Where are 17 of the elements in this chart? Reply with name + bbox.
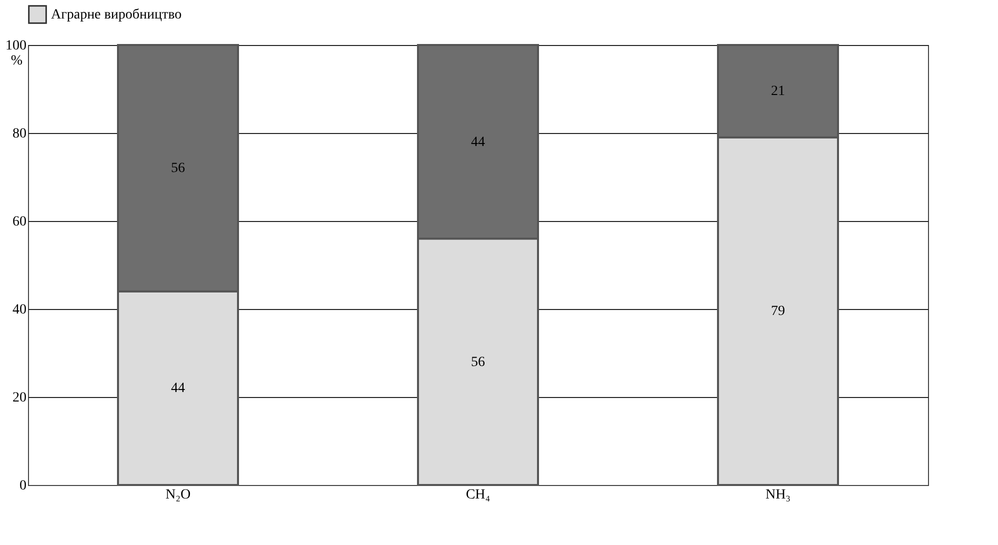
x-tick-label: N₂O [165,488,191,502]
y-axis-title: % [10,54,23,68]
data-label: 56 [171,161,185,176]
data-label: 56 [471,354,485,370]
data-label: 21 [771,84,785,100]
data-label: 79 [771,304,785,320]
y-tick-label: 40 [12,302,26,318]
y-tick-label: 20 [12,390,26,406]
data-label: 44 [171,381,185,396]
data-label: 44 [471,134,485,150]
x-tick-label: CH₄ [466,488,490,502]
y-tick-label: 60 [12,214,26,230]
y-tick-label: 0 [20,478,26,494]
legend-label: Аграрне виробництво [51,8,182,22]
x-tick-label: NH₃ [765,488,791,502]
y-tick-label: 80 [12,126,26,142]
y-tick-label: 100 [6,38,26,54]
